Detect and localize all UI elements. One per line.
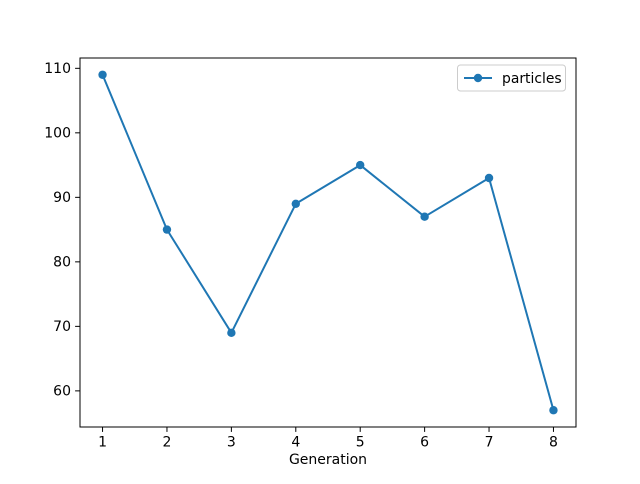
x-axis-label: Generation bbox=[289, 452, 367, 468]
x-tick-label: 1 bbox=[98, 435, 107, 451]
x-axis: 1 2 3 4 5 6 7 8 bbox=[98, 427, 558, 451]
data-point-marker bbox=[227, 328, 236, 338]
legend: particles bbox=[457, 64, 566, 92]
data-point-marker bbox=[162, 225, 172, 234]
plot-area bbox=[79, 57, 577, 428]
x-tick-label: 8 bbox=[549, 435, 558, 451]
x-tick-label: 5 bbox=[356, 435, 365, 451]
y-axis: 60 70 80 90 100 110 bbox=[44, 61, 80, 400]
x-tick-label: 6 bbox=[420, 435, 429, 451]
x-tick-label: 2 bbox=[163, 435, 172, 451]
x-tick-label: 7 bbox=[485, 435, 494, 451]
data-series bbox=[98, 70, 558, 415]
data-point-marker bbox=[291, 199, 300, 208]
y-tick-label: 60 bbox=[53, 384, 71, 400]
legend-box bbox=[457, 64, 566, 92]
y-tick-label: 90 bbox=[53, 190, 71, 206]
legend-marker-icon bbox=[473, 73, 483, 83]
data-point-marker bbox=[98, 70, 107, 79]
legend-label: particles bbox=[502, 71, 562, 87]
y-tick-label: 70 bbox=[53, 319, 71, 335]
x-tick-label: 4 bbox=[291, 435, 300, 451]
y-tick-label: 80 bbox=[53, 255, 71, 271]
y-tick-label: 100 bbox=[44, 126, 71, 142]
x-tick-label: 3 bbox=[227, 435, 236, 451]
y-tick-label: 110 bbox=[44, 61, 71, 77]
data-point-marker bbox=[420, 212, 429, 221]
data-point-marker bbox=[356, 160, 365, 170]
data-point-marker bbox=[484, 173, 494, 183]
data-line bbox=[101, 74, 555, 411]
data-point-marker bbox=[549, 406, 558, 415]
